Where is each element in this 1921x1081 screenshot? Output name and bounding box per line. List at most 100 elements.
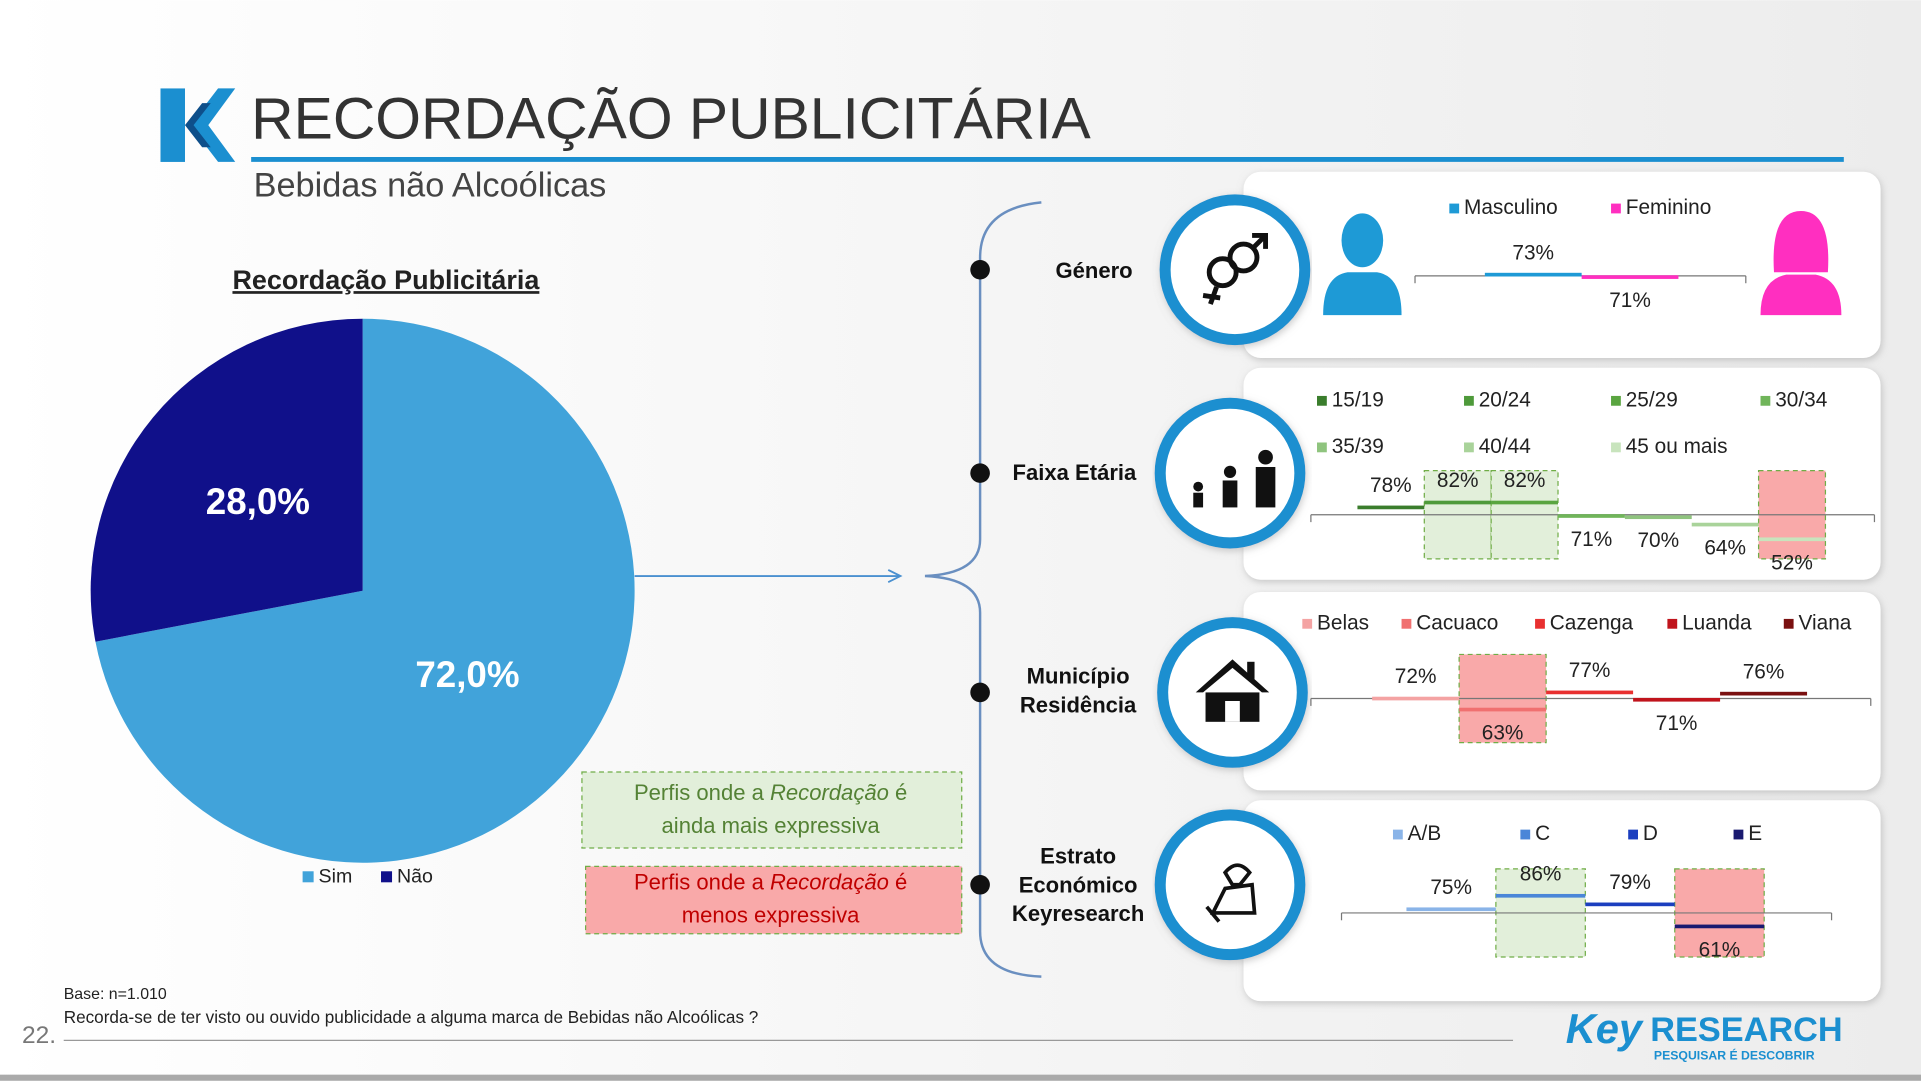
legend-label: Luanda bbox=[1682, 611, 1752, 634]
value-label: 79% bbox=[1609, 871, 1651, 894]
note-text-part: menos expressiva bbox=[682, 902, 860, 927]
legend-label: Belas bbox=[1317, 611, 1369, 634]
note-text-part: ainda mais expressiva bbox=[662, 813, 881, 838]
note-text: Perfis onde a Recordação é bbox=[634, 780, 907, 805]
legend-label: Masculino bbox=[1464, 196, 1558, 219]
legend-swatch bbox=[1464, 395, 1474, 406]
value-label: 82% bbox=[1504, 469, 1546, 492]
legend-swatch bbox=[1464, 442, 1474, 453]
note-text-part: Recordação bbox=[770, 780, 889, 805]
bar bbox=[1546, 690, 1634, 695]
legend-label: Sim bbox=[319, 866, 353, 888]
category-label: Económico bbox=[1019, 872, 1138, 897]
value-label: 72% bbox=[1395, 665, 1437, 688]
legend-swatch bbox=[1449, 203, 1460, 214]
logo-tagline: PESQUISAR É DESCOBRIR bbox=[1654, 1048, 1815, 1063]
bar bbox=[1624, 515, 1692, 520]
brace bbox=[924, 201, 1042, 978]
bar bbox=[1720, 691, 1808, 696]
legend-swatch bbox=[1401, 618, 1412, 629]
bar bbox=[1372, 696, 1460, 701]
legend-swatch bbox=[1611, 442, 1621, 453]
notes: Perfis onde a Recordação é ainda mais exp… bbox=[634, 780, 907, 928]
value-label: 63% bbox=[1482, 722, 1524, 745]
legend-label: 35/39 bbox=[1332, 435, 1384, 458]
legend-swatch bbox=[1628, 829, 1638, 840]
category-label: Faixa Etária bbox=[1013, 460, 1138, 485]
legend-swatch bbox=[1760, 395, 1771, 406]
question: Recorda-se de ter visto ou ouvido public… bbox=[64, 1007, 759, 1027]
value-label: 61% bbox=[1699, 938, 1741, 961]
pie-label: 28,0% bbox=[206, 481, 310, 522]
family-icon bbox=[1193, 449, 1276, 508]
legend-label: 40/44 bbox=[1479, 435, 1531, 458]
small-charts: Género 73% Masculino 71% Feminino Faixa Etári… bbox=[1012, 196, 1876, 961]
pie-label: 72,0% bbox=[415, 654, 519, 695]
legend-swatch bbox=[1392, 829, 1403, 840]
legend-label: 30/34 bbox=[1775, 388, 1827, 411]
legend-label: Cacuaco bbox=[1416, 611, 1498, 634]
connector-arrow bbox=[887, 569, 903, 583]
logo-research: RESEARCH bbox=[1650, 1011, 1842, 1049]
value-label: 78% bbox=[1370, 474, 1412, 497]
legend-label: Cazenga bbox=[1550, 611, 1634, 634]
note-text: menos expressiva bbox=[682, 902, 860, 927]
legend-label: A/B bbox=[1408, 822, 1442, 845]
legend-swatch bbox=[1733, 829, 1744, 840]
category-label: Município bbox=[1027, 664, 1130, 689]
bar bbox=[1585, 902, 1675, 907]
bar bbox=[1633, 697, 1721, 702]
note-text: Perfis onde a Recordação é bbox=[634, 869, 907, 894]
page-number: 22. bbox=[22, 1022, 56, 1049]
note-text-part: Recordação bbox=[770, 869, 889, 894]
bar bbox=[1459, 707, 1547, 712]
value-label: 75% bbox=[1430, 876, 1472, 899]
bar bbox=[1758, 537, 1826, 542]
legend-label: Feminino bbox=[1626, 196, 1712, 219]
value-label: 73% bbox=[1512, 241, 1554, 264]
pie-slice bbox=[90, 318, 363, 642]
bar bbox=[1491, 500, 1559, 505]
category-label: Keyresearch bbox=[1012, 901, 1144, 926]
value-label: 71% bbox=[1609, 289, 1651, 312]
bar bbox=[1581, 275, 1679, 279]
pie-chart: 72,0% Sim 28,0% Não bbox=[90, 318, 635, 888]
legend-swatch bbox=[381, 871, 393, 883]
value-label: 64% bbox=[1704, 537, 1746, 560]
bar bbox=[1484, 272, 1582, 277]
legend-label: 25/29 bbox=[1626, 388, 1678, 411]
value-label: 71% bbox=[1656, 712, 1698, 735]
legend-swatch bbox=[1317, 395, 1327, 406]
house-icon bbox=[1195, 659, 1270, 722]
value-label: 70% bbox=[1637, 529, 1679, 552]
legend-swatch bbox=[1302, 618, 1313, 629]
legend-label: 20/24 bbox=[1479, 388, 1531, 411]
bar bbox=[1406, 907, 1496, 912]
logo-key: Key bbox=[1566, 1005, 1644, 1052]
brand-logo bbox=[160, 88, 236, 162]
bar bbox=[1558, 514, 1625, 518]
legend-swatch bbox=[302, 871, 314, 883]
brace-dots bbox=[970, 259, 990, 895]
value-label: 82% bbox=[1437, 469, 1479, 492]
category-label: Estrato bbox=[1040, 844, 1116, 869]
bar bbox=[1357, 505, 1425, 510]
pie-title: Recordação Publicitária bbox=[232, 265, 540, 295]
legend-label: E bbox=[1748, 822, 1762, 845]
note-box-more bbox=[581, 771, 963, 849]
legend-swatch bbox=[1783, 618, 1794, 629]
legend-swatch bbox=[1520, 829, 1531, 840]
legend-swatch bbox=[1535, 618, 1545, 629]
base-note: Base: n=1.010 bbox=[64, 986, 167, 1003]
category-label: Residência bbox=[1020, 692, 1137, 717]
note-text-part: Perfis onde a bbox=[634, 869, 770, 894]
man-icon bbox=[1323, 213, 1402, 316]
title: RECORDAÇÃO PUBLICITÁRIA bbox=[251, 85, 1091, 151]
category-label: Género bbox=[1055, 258, 1132, 283]
money-icon bbox=[1205, 863, 1257, 923]
legend-label: 45 ou mais bbox=[1626, 435, 1728, 458]
bottom-bar bbox=[0, 1074, 1921, 1081]
gender-icon bbox=[1202, 232, 1269, 305]
bar bbox=[1424, 500, 1492, 505]
